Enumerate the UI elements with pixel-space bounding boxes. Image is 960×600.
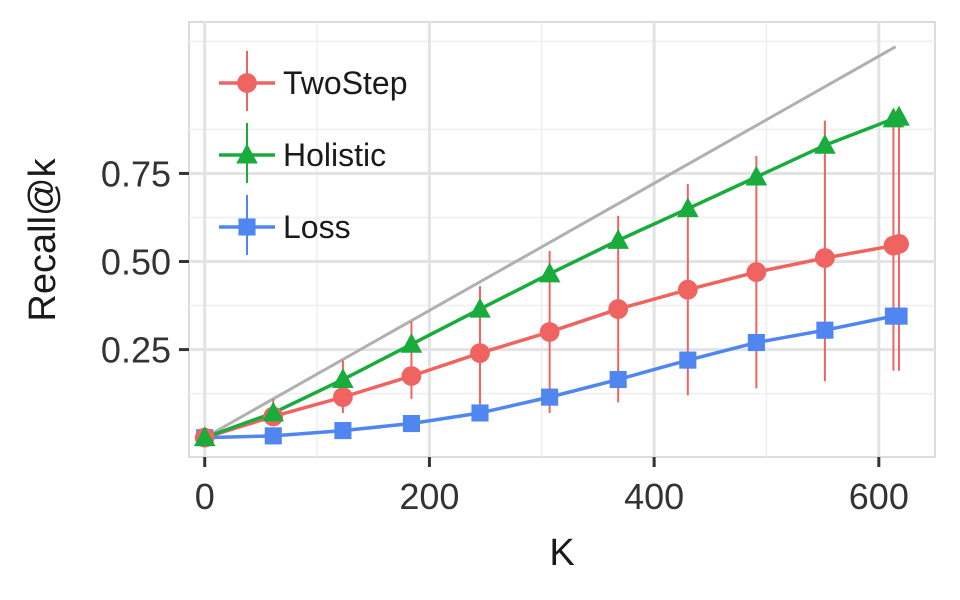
data-point-loss <box>471 404 489 422</box>
data-point-twostep <box>889 234 909 254</box>
data-point-holistic <box>745 165 768 186</box>
data-point-holistic <box>262 401 285 422</box>
grid-minor <box>189 22 935 457</box>
x-tick-label: 0 <box>195 476 215 517</box>
data-point-loss <box>264 427 282 445</box>
series-line-twostep <box>204 242 900 440</box>
y-tick-label: 0.75 <box>101 153 171 194</box>
data-point-holistic <box>888 105 910 126</box>
axes: 0 200 400 600 0.25 0.50 0.75 <box>101 153 909 517</box>
data-point-twostep <box>608 299 629 319</box>
legend-marker <box>236 143 258 164</box>
data-point-holistic <box>677 197 699 218</box>
x-tick-label: 400 <box>624 476 684 517</box>
legend-label-loss: Loss <box>283 209 351 245</box>
legend-marker <box>238 218 256 236</box>
x-axis-title: K <box>549 532 574 574</box>
y-tick-label: 0.25 <box>101 330 171 371</box>
y-axis-title: Recall@k <box>22 157 64 321</box>
data-point-twostep <box>677 279 698 300</box>
series-line-holistic <box>204 115 900 440</box>
legend-key-holistic <box>219 123 275 183</box>
data-point-holistic <box>193 426 216 447</box>
data-point-holistic <box>814 133 836 154</box>
data-point-twostep <box>401 366 422 386</box>
legend-label-twostep: TwoStep <box>283 65 408 101</box>
data-point-holistic <box>538 262 561 283</box>
data-point-loss <box>334 422 352 440</box>
data-point-loss <box>747 333 765 352</box>
data-point-loss <box>402 414 421 433</box>
data-point-twostep <box>470 343 490 363</box>
legend-marker <box>237 73 257 93</box>
data-point-twostep <box>746 262 767 282</box>
y-tick-label: 0.50 <box>101 242 171 283</box>
series-lines <box>204 115 900 440</box>
data-point-holistic <box>469 297 491 318</box>
data-point-twostep <box>539 322 560 342</box>
data-point-holistic <box>332 368 354 389</box>
legend-key-twostep <box>219 51 275 111</box>
reference-line <box>203 45 897 439</box>
x-tick-label: 600 <box>849 476 909 517</box>
series-line-loss <box>204 314 900 440</box>
data-point-twostep <box>814 248 835 268</box>
series-markers <box>193 105 910 448</box>
data-point-loss <box>609 370 627 389</box>
data-point-holistic <box>400 332 423 353</box>
legend-key-loss <box>219 195 275 255</box>
legend: TwoStep Holistic Loss <box>219 51 408 255</box>
data-point-twostep <box>333 387 353 408</box>
data-point-loss <box>816 321 834 339</box>
legend-label-holistic: Holistic <box>283 137 386 173</box>
data-point-loss <box>890 307 908 325</box>
data-point-holistic <box>607 229 629 249</box>
reference-layer <box>203 45 897 439</box>
data-point-loss <box>679 351 697 369</box>
data-point-loss <box>541 388 559 406</box>
x-tick-label: 200 <box>399 476 459 517</box>
